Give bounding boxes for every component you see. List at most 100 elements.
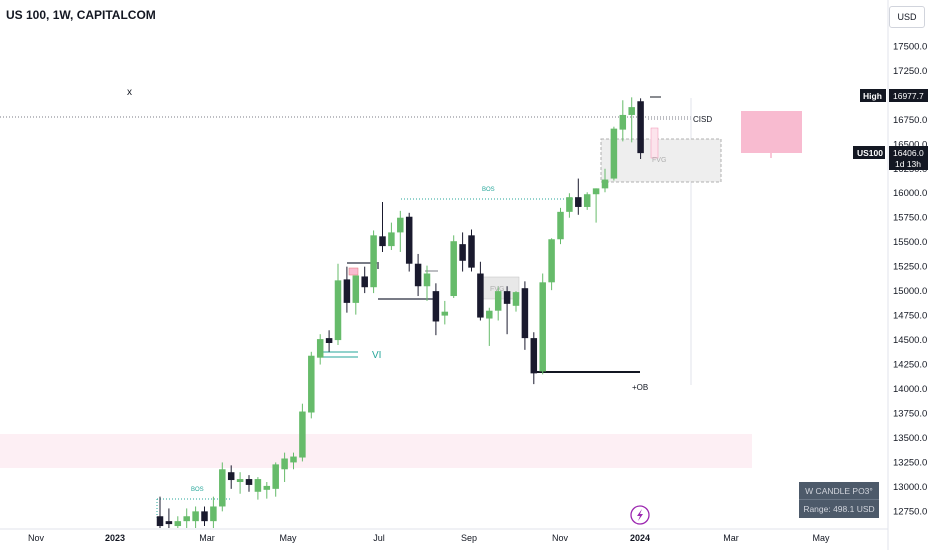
fvg-top-label: FVG xyxy=(652,157,666,164)
time-axis-ticks: Nov 2023 Mar May Jul Sep Nov 2024 Mar May xyxy=(28,533,830,543)
candle-body xyxy=(512,292,520,306)
candle xyxy=(379,202,386,252)
candle xyxy=(156,496,164,528)
candle xyxy=(432,283,440,336)
candle-body xyxy=(201,511,208,522)
candle-body xyxy=(263,485,271,490)
candle-body xyxy=(334,280,342,341)
candle xyxy=(201,506,208,527)
candle xyxy=(592,188,600,223)
indicator-line-2: Range: 498.1 USD xyxy=(803,503,875,514)
candle xyxy=(334,263,342,345)
candles-group xyxy=(156,97,644,528)
symbol-price-tag: US100 16406.0 1d 13h xyxy=(853,146,928,170)
candle xyxy=(459,232,466,272)
pink-band-zone xyxy=(0,434,752,468)
price-tick-label: 15000.0 xyxy=(893,286,927,297)
candle xyxy=(174,516,182,528)
candle xyxy=(325,330,333,352)
candle-body xyxy=(281,458,288,470)
time-tick-label: Mar xyxy=(199,533,215,543)
candle-body xyxy=(583,194,591,207)
candle xyxy=(566,193,573,218)
candle xyxy=(361,266,368,294)
high-price-tag: High 16977.7 xyxy=(860,89,928,102)
candle-body xyxy=(566,197,573,212)
candle xyxy=(450,235,457,298)
candle-body xyxy=(379,236,386,247)
price-tick-label: 13250.0 xyxy=(893,457,927,468)
candle xyxy=(494,286,502,321)
candle xyxy=(583,192,591,210)
candle xyxy=(272,462,279,497)
currency-button[interactable]: USD xyxy=(889,6,925,28)
candle-body xyxy=(494,291,502,311)
symbol-tag-label: US100 xyxy=(857,148,883,158)
candle-body xyxy=(610,128,618,179)
pink-zone-right xyxy=(741,111,802,153)
price-axis-ticks: 17500.017250.017000.016750.016500.016250… xyxy=(893,41,927,517)
candle-body xyxy=(236,479,244,482)
candle-body xyxy=(388,232,395,247)
candle-body xyxy=(272,464,279,489)
candle-body xyxy=(343,279,351,303)
candle-body xyxy=(548,239,555,283)
candle xyxy=(610,126,618,181)
candle-body xyxy=(503,291,511,304)
candle xyxy=(468,229,475,272)
candle-body xyxy=(165,521,173,525)
candle-body xyxy=(299,411,306,458)
candle-body xyxy=(290,456,297,463)
candle-body xyxy=(156,516,164,527)
bos-bottom-label: BOS xyxy=(191,487,204,493)
cisd-label: CISD xyxy=(693,115,712,124)
fvg-top-box xyxy=(600,138,722,183)
candle xyxy=(183,508,190,528)
candle-body xyxy=(468,235,475,268)
candle xyxy=(210,496,217,528)
lightning-icon[interactable] xyxy=(630,505,650,525)
candle xyxy=(521,281,529,350)
price-tick-label: 14000.0 xyxy=(893,384,927,395)
candle xyxy=(477,261,484,321)
candle-body xyxy=(254,479,262,492)
candle-body xyxy=(405,216,413,264)
time-tick-label: May xyxy=(279,533,297,543)
candle-body xyxy=(174,521,182,527)
high-tag-value: 16977.7 xyxy=(893,91,924,101)
candle xyxy=(486,307,493,346)
candle xyxy=(512,291,520,312)
candle-body xyxy=(316,339,324,358)
chart-title: US 100, 1W, CAPITALCOM xyxy=(6,8,156,22)
time-tick-label: Nov xyxy=(552,533,569,543)
candle-body xyxy=(557,211,564,240)
candle xyxy=(219,462,226,512)
candle-body xyxy=(477,273,484,318)
candle-body xyxy=(486,310,493,319)
candle xyxy=(236,472,244,494)
bos-top-label: BOS xyxy=(482,187,495,193)
price-tick-label: 13500.0 xyxy=(893,433,927,444)
time-tick-label: Jul xyxy=(373,533,385,543)
candle xyxy=(503,286,511,335)
time-tick-label: Mar xyxy=(723,533,739,543)
time-tick-label: May xyxy=(812,533,830,543)
price-tick-label: 13000.0 xyxy=(893,482,927,493)
candle xyxy=(628,97,635,143)
price-tick-label: 14750.0 xyxy=(893,311,927,322)
time-tick-label: Sep xyxy=(461,533,477,543)
candle-body xyxy=(308,355,315,413)
price-tick-label: 12750.0 xyxy=(893,506,927,517)
candle xyxy=(530,332,538,385)
candle-body xyxy=(521,288,529,339)
candle-body xyxy=(592,188,600,195)
candle xyxy=(263,481,271,499)
price-tick-label: 16000.0 xyxy=(893,188,927,199)
candle xyxy=(414,253,422,297)
candle xyxy=(405,212,413,272)
candle-body xyxy=(539,282,546,372)
candle-body xyxy=(183,516,190,522)
price-tick-label: 17500.0 xyxy=(893,41,927,52)
candle xyxy=(299,403,306,462)
